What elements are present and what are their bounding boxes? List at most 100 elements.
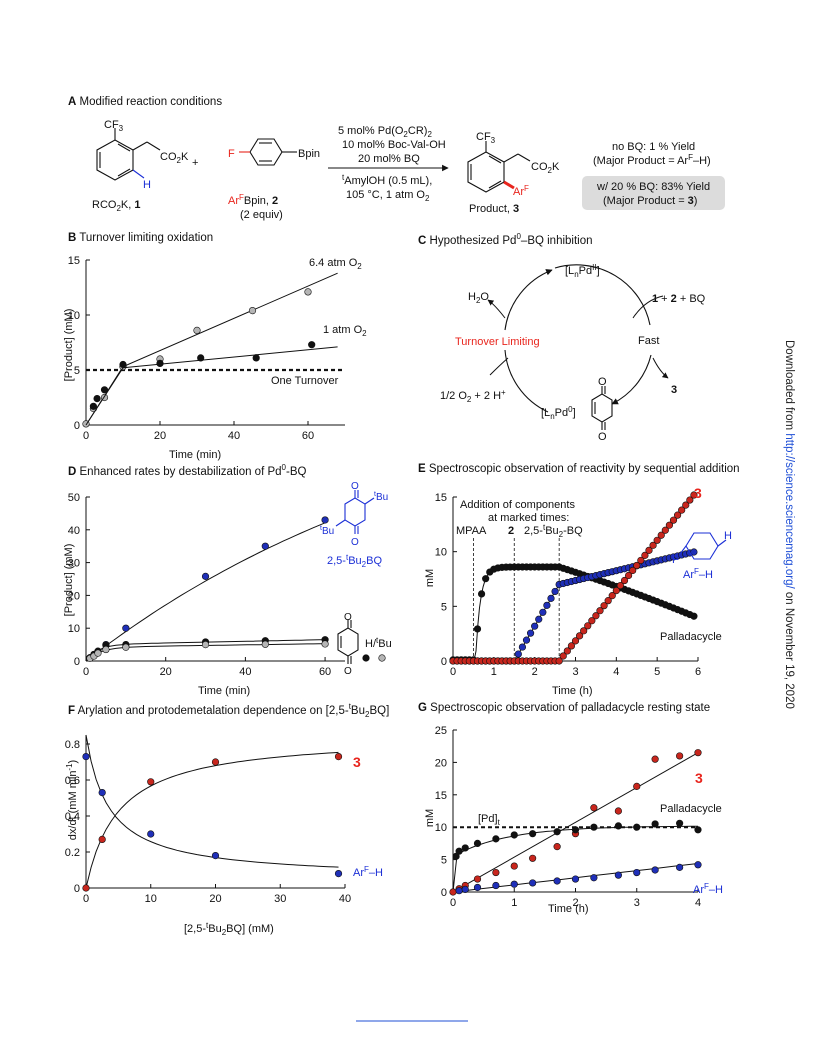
label-1-atm: 1 atm O2 — [323, 324, 367, 338]
x-tick-label: 20 — [209, 893, 221, 905]
arh-point — [690, 548, 698, 556]
series-point — [614, 871, 622, 879]
series-point — [321, 516, 329, 524]
series-point — [321, 640, 329, 648]
y-tick-label: 0.2 — [65, 847, 80, 859]
series-point — [492, 881, 500, 890]
series-point — [261, 640, 269, 648]
y-tick-label: 0 — [441, 656, 447, 668]
bq-yield-box — [582, 176, 725, 210]
product-3-point — [645, 546, 653, 554]
y-tick-label: 20 — [435, 757, 447, 769]
fit-red — [452, 752, 699, 893]
download-sidebar: Downloaded from http://science.sciencema… — [783, 340, 797, 709]
series-point — [261, 542, 269, 550]
product-3-point — [620, 576, 629, 585]
x-tick-label: 1 — [511, 897, 517, 909]
panel-e-title: E Spectroscopic observation of reactivit… — [418, 463, 740, 475]
cycle-arc-bottom-right — [611, 354, 652, 405]
series-point — [510, 831, 518, 839]
series-point — [651, 820, 659, 828]
product-arf: ArF — [513, 184, 529, 198]
product-3-point — [661, 526, 669, 534]
series-point — [651, 866, 659, 874]
y-tick-label: 5 — [441, 855, 447, 867]
product-structure — [467, 141, 531, 193]
x-tick-label: 10 — [145, 893, 157, 905]
product-3-point — [633, 561, 641, 570]
y-tick-label: 0 — [74, 656, 80, 668]
reactant2-equiv: (2 equiv) — [240, 209, 283, 221]
y-tick-label: 5 — [74, 365, 80, 377]
bq-o-top: O — [344, 612, 352, 623]
series-point — [304, 288, 312, 296]
chart-e-bq: 2,5-tBu2-BQ — [524, 523, 583, 539]
cycle-output-arrow — [652, 357, 669, 379]
product-3-point — [596, 607, 604, 615]
tbu-right: tBu — [374, 491, 388, 503]
palladacycle-point — [482, 575, 490, 583]
panel-a-scheme: CF3 CO2K H RCO2K, 1 + F Bpin ArFBpin, 2 … — [92, 119, 725, 221]
y-tick-label: 10 — [68, 310, 80, 322]
chart-e-ann2: at marked times: — [488, 512, 569, 524]
series-point — [676, 819, 684, 827]
product-3-point — [649, 541, 657, 549]
product-3-point — [559, 652, 567, 660]
arh-point — [514, 650, 522, 658]
series-point — [201, 640, 210, 649]
chart-g: 0 1 2 3 4 0 5 10 15 20 25 — [435, 725, 702, 909]
chart-e-ann1: Addition of components — [460, 499, 575, 511]
series-point — [82, 752, 90, 761]
series-point — [334, 752, 343, 761]
bq-legend-gray — [378, 654, 386, 662]
sciencemag-link[interactable]: http://science.sciencemag.org/ — [783, 433, 795, 589]
y-tick-label: 15 — [68, 255, 80, 267]
arh-point — [551, 587, 559, 596]
product-3-point — [686, 496, 694, 504]
chart-e-xlabel: Time (h) — [552, 685, 593, 697]
series-point — [455, 847, 463, 855]
x-tick-label: 30 — [274, 893, 286, 905]
reactant-2-structure — [239, 138, 297, 166]
chart-b: 0 20 40 60 0 5 10 15 — [68, 255, 345, 442]
product-3-point — [584, 622, 592, 630]
product-3-point — [555, 657, 563, 665]
product-3-point — [588, 617, 596, 625]
product-3-point — [678, 506, 686, 514]
product-co2k: CO2K — [531, 161, 560, 175]
cycle-bq-structure — [591, 386, 613, 430]
product-3-point — [608, 592, 616, 600]
tbu-left: tBu — [320, 525, 334, 537]
reactant1-h: H — [143, 179, 151, 191]
series-point — [122, 624, 130, 632]
cycle-arc-top-left — [504, 269, 553, 331]
tbu2bq-structure — [335, 490, 375, 534]
product-3-point — [580, 627, 588, 635]
y-tick-label: 0.8 — [65, 739, 80, 751]
product-3-point — [665, 521, 674, 529]
x-tick-label: 20 — [154, 430, 166, 442]
reactant-1-structure — [96, 128, 161, 181]
panel-f-title: F Arylation and protodemetalation depend… — [68, 702, 390, 720]
chart-e-h: H — [724, 530, 732, 542]
reactant1-cf3: CF3 — [104, 119, 124, 133]
no-bq-major: (Major Product = ArF–H) — [593, 153, 711, 167]
condition-5: 105 °C, 1 atm O2 — [346, 189, 430, 203]
arh-point — [547, 594, 555, 602]
product-3-point — [682, 501, 690, 509]
cycle-input-arrow — [632, 295, 664, 319]
x-tick-label: 60 — [319, 666, 331, 678]
y-tick-label: 30 — [68, 558, 80, 570]
y-tick-label: 40 — [68, 525, 80, 537]
chart-e-2: 2 — [508, 525, 514, 537]
chart-e-ylabel: mM — [424, 569, 436, 587]
pd2-species: [LnPdII] — [565, 263, 600, 279]
x-tick-label: 60 — [302, 430, 314, 442]
x-tick-label: 0 — [83, 893, 89, 905]
series-point — [529, 830, 537, 838]
product-3-point — [563, 647, 571, 655]
condition-1: 5 mol% Pd(O2CR)2 — [338, 125, 432, 139]
bq-label: H/tBu — [365, 636, 392, 650]
series-point — [100, 386, 109, 394]
chart-g-palladacycle: Palladacycle — [660, 803, 722, 815]
